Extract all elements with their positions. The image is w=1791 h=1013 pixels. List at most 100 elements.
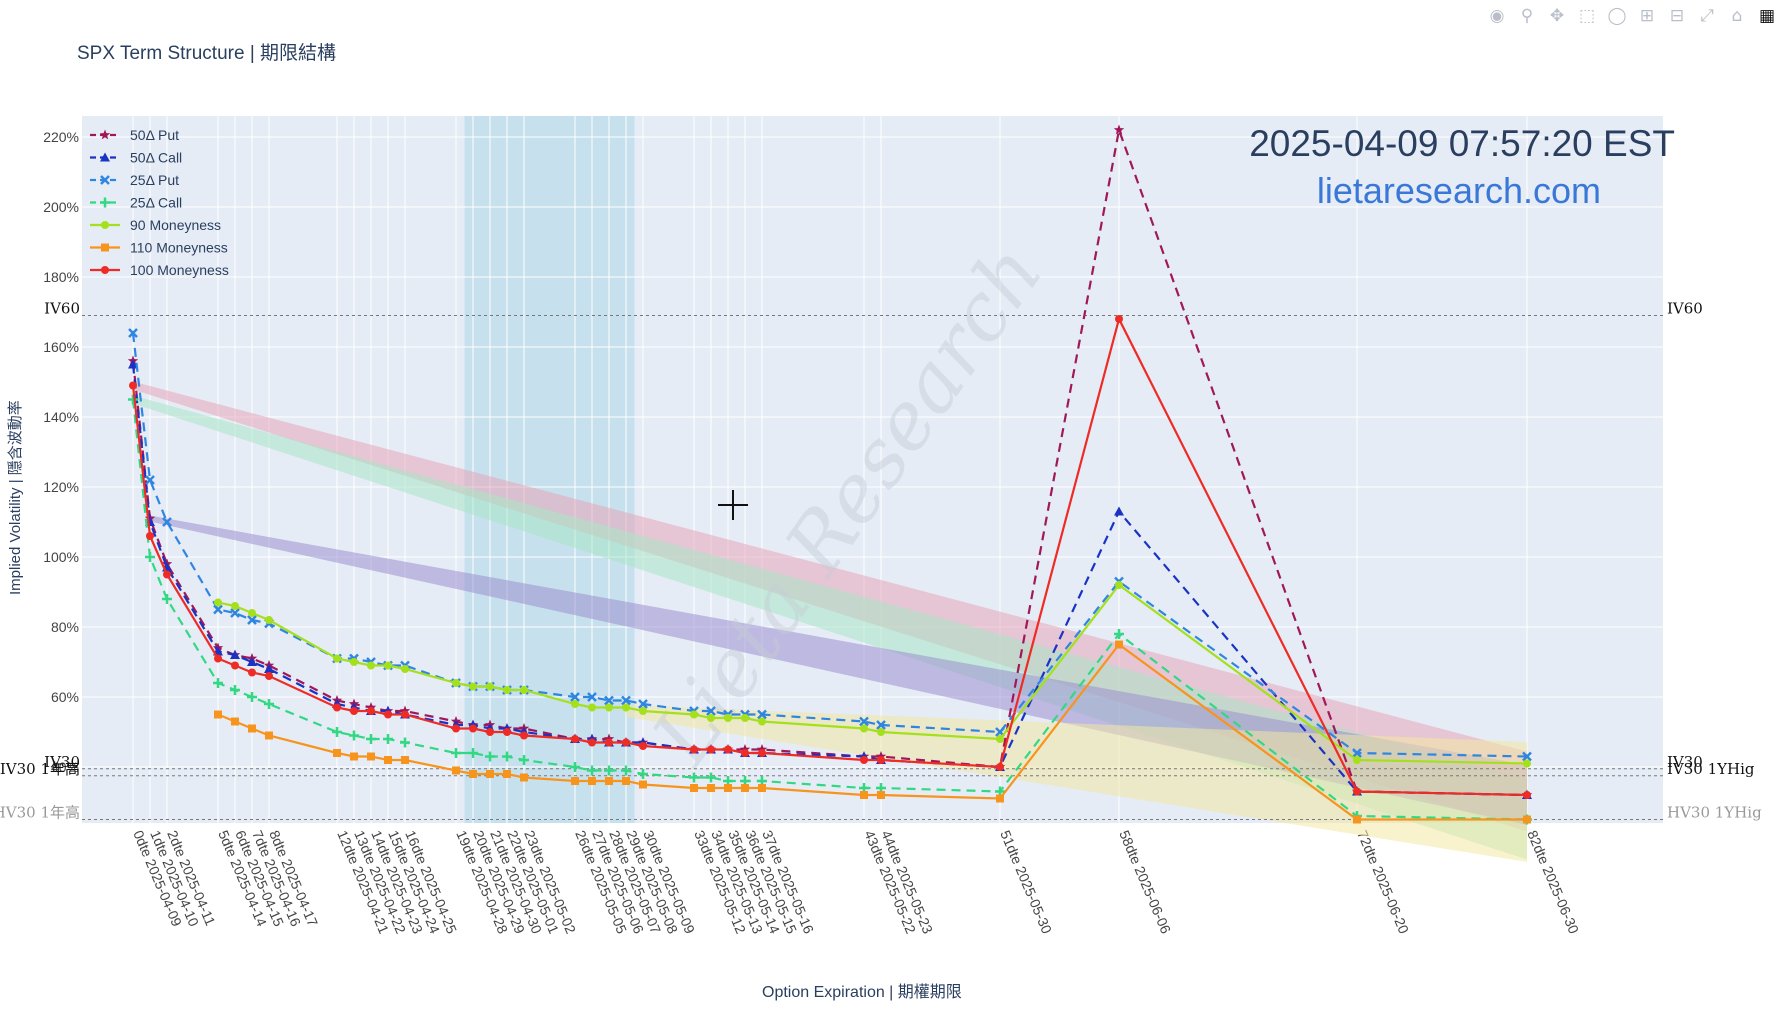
data-point — [638, 699, 648, 709]
data-point — [621, 765, 631, 776]
y-tick-label: 160% — [43, 339, 79, 355]
reference-label-left: IV30 1年高 — [0, 760, 80, 778]
lasso-icon[interactable]: ◯ — [1607, 6, 1627, 26]
y-tick-label: 40% — [51, 759, 79, 775]
data-point — [333, 703, 341, 712]
data-point — [469, 724, 477, 733]
reference-label-left: IV60 — [44, 300, 80, 318]
data-point — [877, 728, 885, 736]
y-tick-label: 60% — [51, 689, 79, 705]
data-point — [265, 731, 273, 740]
data-point — [350, 707, 358, 715]
data-point — [469, 682, 477, 691]
y-tick-label: 80% — [51, 619, 79, 635]
reset-axes-icon[interactable]: ⌂ — [1731, 6, 1743, 26]
camera-icon[interactable]: ◉ — [1489, 6, 1505, 26]
data-point — [366, 734, 376, 744]
data-point — [247, 615, 257, 625]
website-label: lietaresearch.com — [1316, 170, 1601, 211]
data-point — [384, 661, 392, 670]
data-point — [367, 707, 375, 715]
data-point — [350, 752, 358, 761]
data-point — [587, 765, 597, 776]
data-point — [520, 686, 528, 694]
data-point — [706, 706, 716, 716]
zoom-out-icon[interactable]: ⊟ — [1669, 6, 1685, 26]
data-point — [231, 661, 239, 670]
legend-label[interactable]: 50Δ Call — [130, 150, 182, 166]
data-point — [996, 794, 1004, 803]
data-point — [1115, 315, 1123, 323]
data-point — [213, 678, 223, 688]
plot-modebar: ◉ ⚲ ✥ ⬚ ◯ ⊞ ⊟ ⤢ ⌂ ▦ — [1485, 4, 1779, 28]
legend-label[interactable]: 25Δ Put — [130, 172, 179, 188]
data-point — [333, 654, 341, 663]
reference-label-right: IV60 — [1667, 300, 1703, 318]
reference-label-left: IV30 — [44, 753, 80, 771]
data-point — [877, 791, 885, 799]
data-point — [248, 609, 256, 617]
data-point — [876, 720, 886, 730]
autoscale-icon[interactable]: ⤢ — [1700, 6, 1714, 26]
data-point — [1522, 751, 1532, 762]
chart-title: SPX Term Structure | 期限結構 — [77, 43, 337, 64]
zoom-in-icon[interactable]: ⊞ — [1639, 6, 1655, 26]
data-point — [452, 724, 460, 733]
pan-icon[interactable]: ✥ — [1549, 6, 1565, 26]
data-point — [1353, 756, 1361, 764]
data-point — [163, 570, 171, 579]
data-point — [230, 608, 240, 618]
data-point — [571, 735, 579, 743]
legend-label[interactable]: 110 Moneyness — [130, 240, 228, 256]
crosshair-cursor — [718, 490, 748, 520]
data-point — [588, 738, 596, 747]
data-point — [622, 777, 630, 785]
data-point — [101, 243, 109, 252]
data-point — [587, 692, 597, 702]
series-25-call — [128, 394, 1532, 825]
data-point — [384, 710, 392, 719]
data-point — [367, 752, 375, 761]
x-tick-label: 51dte 2025-05-30 — [997, 828, 1055, 936]
zoom-icon[interactable]: ⚲ — [1520, 6, 1534, 26]
data-point — [877, 756, 885, 764]
data-point — [1353, 815, 1361, 824]
legend-label[interactable]: 90 Moneyness — [130, 217, 221, 233]
data-point — [639, 780, 647, 789]
plotly-logo-icon[interactable]: ▦ — [1758, 6, 1776, 26]
data-point — [996, 763, 1004, 771]
data-point — [452, 766, 460, 775]
data-point — [758, 717, 766, 726]
y-tick-label: 180% — [43, 269, 79, 285]
y-tick-label: 140% — [43, 409, 79, 425]
data-point — [1114, 629, 1124, 639]
y-axis-title: Implied Volatility | 隱含波動率 — [7, 400, 24, 595]
data-point — [758, 784, 766, 792]
data-point — [350, 658, 358, 666]
data-point — [860, 756, 868, 764]
data-point — [100, 197, 110, 208]
data-point — [860, 724, 868, 733]
data-point — [332, 727, 342, 737]
data-point — [1115, 581, 1123, 589]
box-select-icon[interactable]: ⬚ — [1578, 6, 1596, 26]
data-point — [400, 737, 410, 748]
data-point — [605, 703, 613, 712]
data-point — [706, 772, 716, 783]
data-point — [100, 152, 110, 162]
data-point — [689, 772, 699, 783]
timestamp-label: 2025-04-09 07:57:20 EST — [1249, 123, 1675, 164]
y-tick-label: 220% — [43, 129, 79, 145]
legend-label[interactable]: 50Δ Put — [130, 127, 179, 143]
data-point — [690, 745, 698, 754]
data-point — [162, 594, 172, 604]
data-point — [145, 475, 155, 485]
data-point — [1523, 759, 1531, 768]
data-point — [101, 266, 109, 274]
legend-label[interactable]: 100 Moneyness — [130, 262, 229, 278]
legend-label[interactable]: 25Δ Call — [130, 195, 182, 211]
data-point — [213, 604, 223, 615]
data-point — [570, 692, 580, 702]
data-point — [503, 686, 511, 694]
